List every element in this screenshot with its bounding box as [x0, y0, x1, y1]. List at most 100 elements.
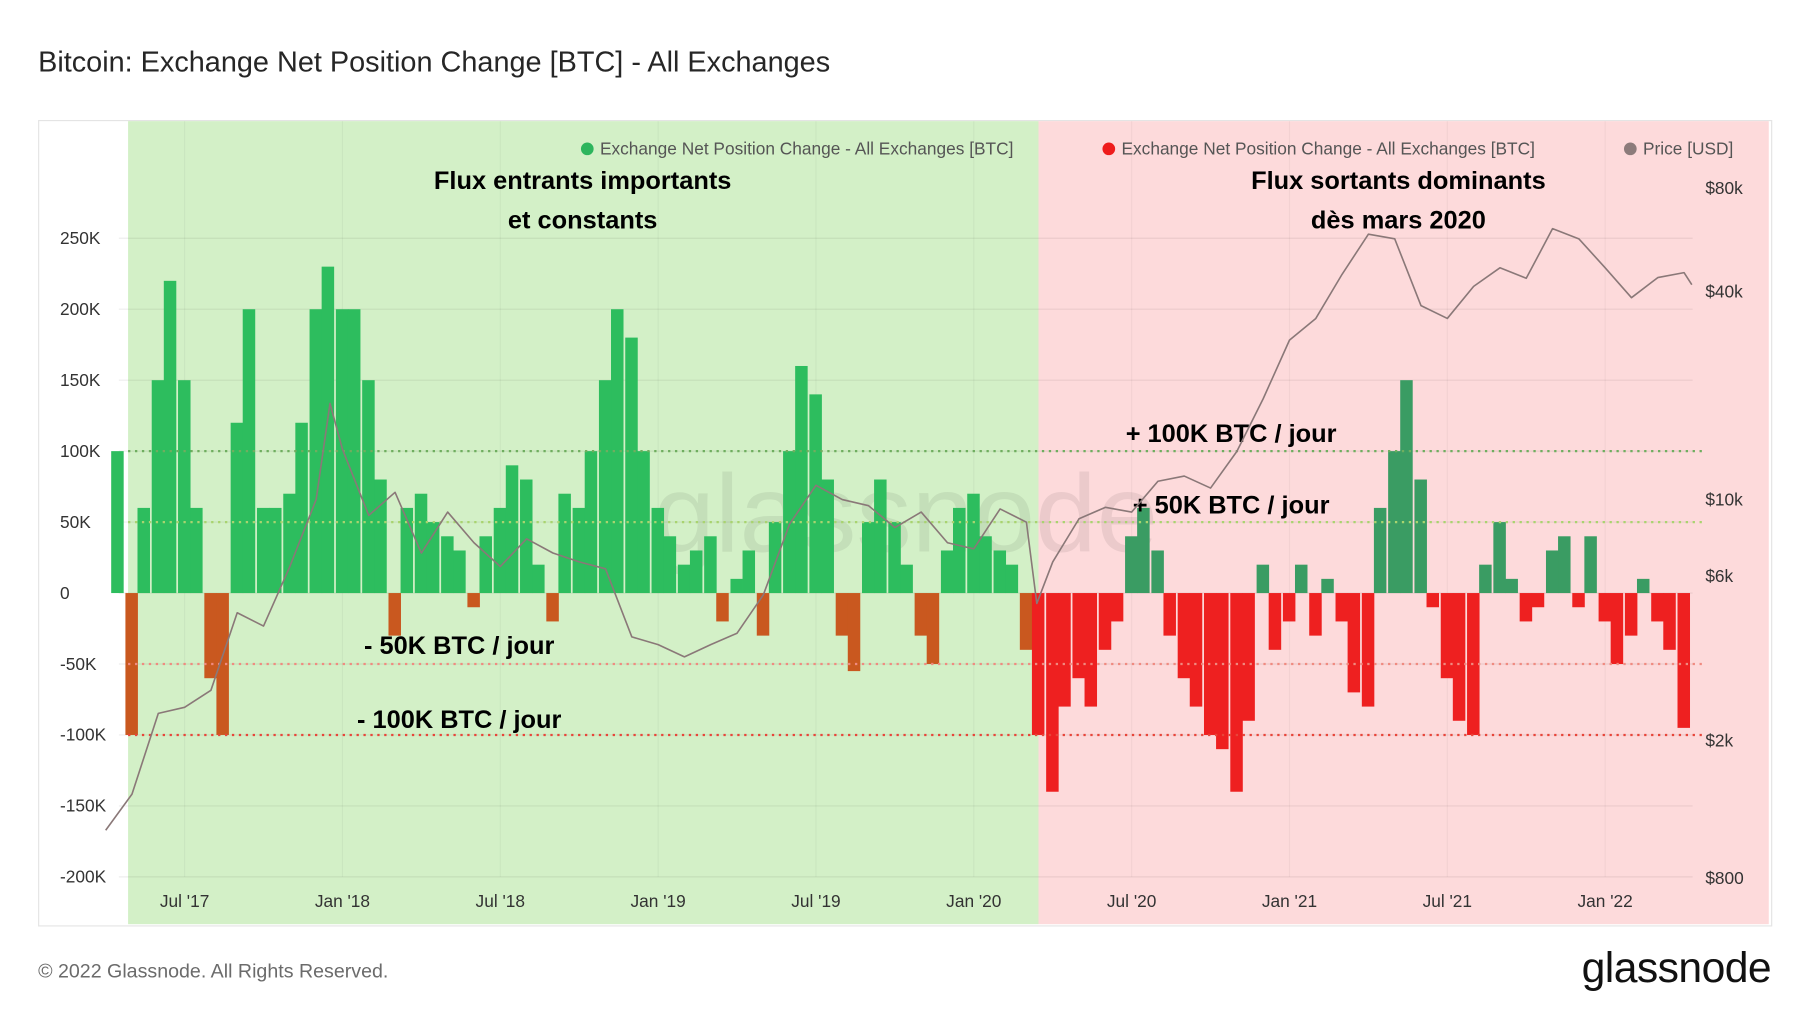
- net-position-bar: [926, 593, 940, 665]
- net-position-bar: [1426, 593, 1440, 608]
- net-position-bar: [362, 380, 375, 594]
- net-position-bar: [1663, 593, 1676, 650]
- net-position-bar: [677, 564, 691, 594]
- net-position-bar: [1677, 593, 1691, 728]
- net-position-bar: [704, 536, 717, 594]
- chart-title: Bitcoin: Exchange Net Position Change [B…: [38, 46, 831, 79]
- net-position-bar: [795, 365, 808, 594]
- net-position-bar: [400, 507, 414, 594]
- net-position-bar: [1400, 380, 1413, 594]
- net-position-bar: [900, 564, 913, 594]
- net-position-bar: [1636, 578, 1650, 594]
- net-position-bar: [1058, 593, 1071, 707]
- price-tick-label: $10k: [1705, 489, 1743, 509]
- net-position-bar: [768, 522, 782, 594]
- net-position-bar: [137, 507, 150, 594]
- net-position-bar: [1479, 564, 1492, 594]
- net-position-bar: [467, 593, 480, 608]
- net-position-bar: [847, 593, 861, 672]
- net-position-bar: [1610, 593, 1624, 665]
- net-position-bar: [1519, 593, 1533, 622]
- price-tick-label: $800: [1705, 868, 1743, 888]
- reference-line-label: + 100K BTC / jour: [1126, 420, 1337, 448]
- net-position-bar: [651, 507, 665, 594]
- net-position-bar: [1256, 564, 1270, 594]
- net-position-bar: [1452, 593, 1466, 721]
- net-position-bar: [125, 593, 138, 735]
- net-position-bar: [1321, 578, 1334, 594]
- net-position-bar: [111, 451, 124, 594]
- net-position-bar: [1268, 593, 1282, 650]
- net-position-bar: [1005, 564, 1019, 594]
- net-position-bar: [230, 422, 244, 594]
- net-position-bar: [269, 507, 282, 594]
- net-position-bar: [1388, 451, 1401, 594]
- net-position-bar: [1294, 564, 1308, 594]
- x-tick-label: Jul '18: [476, 891, 525, 911]
- net-position-bar: [940, 550, 954, 594]
- x-tick-label: Jul '17: [160, 891, 209, 911]
- net-position-bar: [1651, 593, 1664, 622]
- net-position-bar: [190, 507, 203, 594]
- net-position-bar: [374, 479, 387, 594]
- net-position-bar: [663, 536, 677, 594]
- net-position-bar: [295, 422, 308, 594]
- net-position-bar: [862, 522, 875, 594]
- net-position-bar: [204, 593, 217, 679]
- net-position-bar: [1177, 593, 1191, 679]
- net-position-bar: [809, 394, 822, 594]
- legend-marker-icon: [580, 142, 594, 156]
- net-position-bar: [321, 266, 335, 594]
- net-position-bar: [1373, 507, 1387, 594]
- net-position-bar: [1242, 593, 1255, 721]
- glassnode-watermark: glassnode: [653, 453, 1158, 576]
- net-position-bar: [742, 550, 756, 594]
- net-position-bar: [493, 507, 507, 594]
- net-position-bar: [1137, 507, 1150, 594]
- y-tick-label: -100K: [60, 725, 107, 745]
- y-tick-label: 50K: [60, 512, 91, 532]
- legend-marker-icon: [1102, 142, 1116, 156]
- net-position-bar: [178, 380, 191, 594]
- net-position-bar: [993, 550, 1007, 594]
- x-tick-label: Jan '20: [946, 891, 1001, 911]
- net-position-bar: [1531, 593, 1545, 608]
- net-position-bar: [888, 522, 901, 594]
- net-position-bar: [532, 564, 545, 594]
- net-position-bar: [1309, 593, 1322, 636]
- region-annotation: et constants: [508, 206, 657, 234]
- y-tick-label: -200K: [60, 867, 107, 887]
- x-tick-label: Jan '21: [1262, 891, 1317, 911]
- net-position-bar: [756, 593, 770, 636]
- net-position-bar: [414, 493, 428, 594]
- net-position-bar: [256, 507, 270, 594]
- net-position-bar: [1110, 593, 1124, 622]
- net-position-bar: [1545, 550, 1559, 594]
- net-position-bar: [1558, 536, 1571, 594]
- price-tick-label: $80k: [1705, 178, 1743, 198]
- net-position-bar: [453, 550, 466, 594]
- net-position-bar: [874, 479, 887, 594]
- x-tick-label: Jul '19: [791, 891, 840, 911]
- net-position-bar: [1572, 593, 1585, 608]
- glassnode-logo[interactable]: glassnode: [1581, 943, 1772, 992]
- net-position-bar: [835, 593, 849, 636]
- region-annotation: Flux sortants dominants: [1251, 167, 1546, 195]
- net-position-bar: [1216, 593, 1229, 750]
- net-position-bar: [1084, 593, 1098, 707]
- net-position-bar: [1098, 593, 1112, 650]
- net-position-bar: [520, 479, 533, 594]
- x-tick-label: Jan '18: [315, 891, 370, 911]
- net-position-bar: [558, 493, 571, 594]
- net-position-bar: [1505, 578, 1518, 594]
- net-position-bar: [689, 550, 703, 594]
- price-tick-label: $6k: [1705, 566, 1733, 586]
- net-position-bar: [637, 451, 650, 594]
- net-position-bar: [1189, 593, 1203, 707]
- net-position-bar: [546, 593, 559, 622]
- x-tick-label: Jul '20: [1107, 891, 1156, 911]
- net-position-bar: [335, 309, 349, 594]
- net-position-bar: [1584, 536, 1597, 594]
- net-position-bar: [821, 479, 834, 594]
